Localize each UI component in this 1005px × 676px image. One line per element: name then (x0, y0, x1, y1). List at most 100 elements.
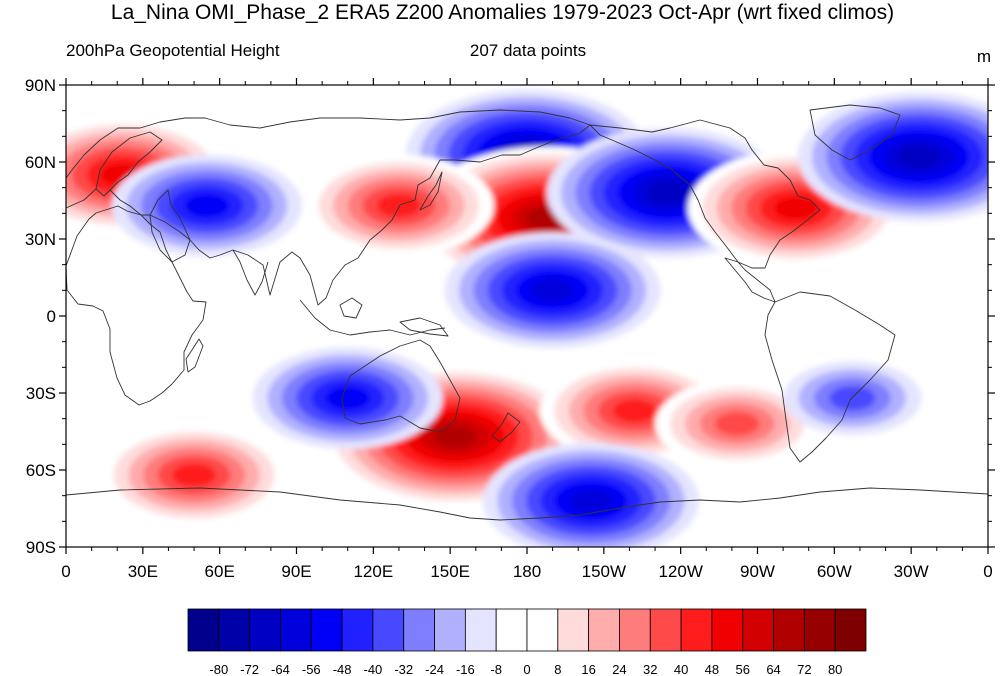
colorbar-swatch (711, 608, 744, 652)
colorbar-label: 64 (766, 662, 780, 676)
coastline-south-america (764, 291, 896, 463)
colorbar-label: 16 (581, 662, 595, 676)
lat-tick-label: 0 (47, 307, 56, 326)
lat-tick-label: 90S (26, 538, 56, 557)
lon-tick-label: 0 (61, 562, 70, 581)
lon-tick-label: 90E (281, 562, 311, 581)
colorbar-swatch (280, 608, 312, 652)
contour-level (434, 425, 477, 449)
coastline-madagascar (185, 338, 204, 373)
lon-tick-label: 150E (430, 562, 470, 581)
lon-tick-label: 0 (983, 562, 992, 581)
colorbar-swatch (218, 608, 251, 652)
contour-level (569, 489, 613, 513)
anomaly-southern-indian-ocean-high (99, 424, 290, 527)
colorbar-label: -32 (394, 662, 413, 676)
lat-tick-label: 30S (26, 384, 56, 403)
colorbar-swatch (372, 608, 405, 652)
coastline-indonesia (299, 299, 446, 336)
lon-tick-label: 30E (128, 562, 158, 581)
map-panel (66, 85, 988, 547)
coastline-japan (419, 171, 443, 211)
coastline-new-zealand (491, 412, 521, 443)
anomaly-subtropical-pacific-low (444, 232, 661, 349)
contour-level (325, 386, 370, 410)
anomaly-amundsen-sea-low (483, 442, 699, 547)
colorbar-label: 32 (643, 662, 657, 676)
lon-tick-label: 30W (894, 562, 929, 581)
variable-label: 200hPa Geopotential Height (66, 41, 280, 60)
coastline-new-guinea (399, 317, 449, 337)
colorbar-label: -16 (456, 662, 475, 676)
colorbar-label: 24 (612, 662, 626, 676)
lat-tick-label: 30N (25, 230, 56, 249)
colorbar-swatch (619, 608, 651, 652)
contour-level (646, 181, 690, 205)
lat-tick-label: 90N (25, 76, 56, 95)
colorbar-swatch (310, 608, 343, 652)
lon-tick-label: 120W (658, 562, 702, 581)
coastline-eurasia (66, 109, 591, 306)
colorbar-swatch (773, 608, 805, 652)
colorbar-swatch (249, 608, 281, 652)
contour-level (172, 463, 216, 487)
colorbar-label: 56 (735, 662, 749, 676)
colorbar-swatch (341, 608, 374, 652)
lat-tick-label: 60S (26, 461, 56, 480)
colorbar-label: -24 (425, 662, 444, 676)
contour-level (774, 196, 818, 220)
lon-tick-label: 60E (205, 562, 235, 581)
coastline-borneo (339, 297, 363, 319)
coastline-india (232, 249, 269, 296)
anomaly-north-atlantic-low (797, 91, 988, 222)
colorbar-label: -40 (364, 662, 383, 676)
colorbar-swatch (742, 608, 774, 652)
lon-tick-label: 60W (817, 562, 852, 581)
colorbar-swatch (834, 608, 867, 652)
anomaly-southeast-pacific-high (655, 379, 820, 468)
colorbar-label: 80 (828, 662, 842, 676)
coastlines (66, 104, 988, 521)
lon-tick-label: 90W (740, 562, 775, 581)
lon-tick-label: 120E (353, 562, 393, 581)
colorbar-swatch (803, 608, 836, 652)
axis-ticks: 90N 60N 30N 0 30S 60S 90S 0 30E 60E 90E 120E 150E 180… (25, 76, 995, 581)
contour-level (184, 193, 229, 218)
coastline-arabia (149, 214, 191, 263)
anomaly-australia-low (252, 347, 443, 450)
units-label: m (976, 47, 991, 66)
data-count-label: 207 data points (469, 41, 587, 60)
colorbar-swatch (649, 608, 682, 652)
colorbar-swatch (680, 608, 713, 652)
colorbar-swatch (464, 608, 497, 652)
contour-level (377, 193, 421, 218)
coastline-australia (341, 339, 461, 433)
colorbar-label: 8 (554, 662, 561, 676)
colorbar-label: -80 (209, 662, 228, 676)
contour-level (714, 411, 760, 436)
coastline-scandinavia (95, 131, 163, 191)
colorbar-label: -64 (271, 662, 290, 676)
coastline-greenland (809, 104, 901, 161)
coastline-antarctica (66, 487, 988, 521)
lon-tick-label: 150W (582, 562, 626, 581)
colorbar-swatch (187, 608, 220, 652)
colorbar-swatch (588, 608, 620, 652)
colorbar-swatch (403, 608, 435, 652)
colorbar-label: 40 (674, 662, 688, 676)
coastline-africa (66, 205, 207, 406)
colorbar-label: 48 (705, 662, 719, 676)
lon-tick-label: 180 (513, 562, 541, 581)
anomaly-central-asia-low (111, 154, 302, 257)
colorbar: -80 -72 -64 -56 -48 -40 -32 -24 -16 -8 0 8 16 24 32 40 4… (187, 608, 867, 676)
colorbar-label: -8 (490, 662, 502, 676)
coastline-north-america (589, 119, 821, 303)
contour-level (612, 399, 657, 423)
contour-level (531, 278, 575, 302)
colorbar-swatch (526, 608, 559, 652)
colorbar-swatch (557, 608, 590, 652)
colorbar-label: -48 (333, 662, 352, 676)
colorbar-swatch (434, 608, 466, 652)
anomaly-japan-high (303, 154, 494, 257)
